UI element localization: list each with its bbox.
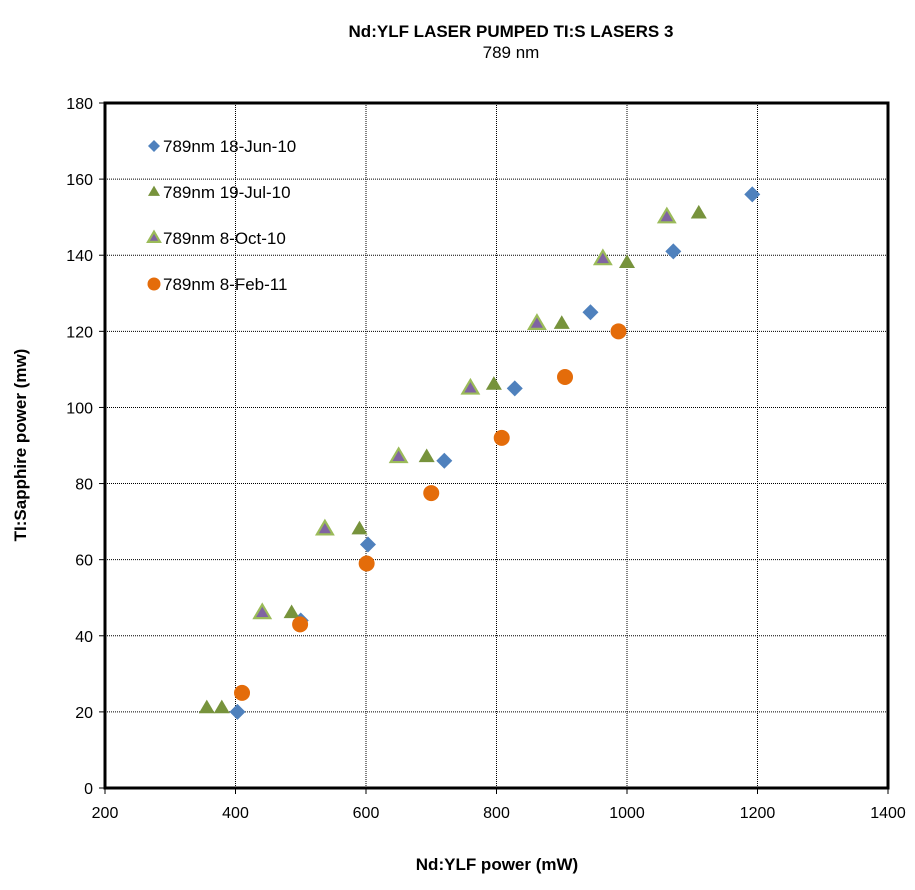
data-point [234, 684, 251, 701]
legend-marker [146, 229, 162, 243]
series-4 [234, 323, 627, 701]
data-point [388, 446, 409, 464]
y-tick-label: 60 [75, 553, 93, 570]
data-point [358, 555, 375, 572]
data-point [418, 448, 435, 463]
legend-label: 789nm 8-Oct-10 [163, 229, 286, 248]
legend-marker [148, 185, 160, 196]
data-point [553, 315, 570, 329]
data-point [690, 204, 707, 219]
data-point [351, 520, 368, 535]
series-1 [229, 186, 761, 720]
legend-label: 789nm 18-Jun-10 [163, 137, 296, 156]
data-point [656, 206, 677, 224]
data-point [229, 703, 246, 720]
y-tick-label: 80 [75, 477, 93, 494]
data-point [436, 452, 453, 469]
legend-label: 789nm 8-Feb-11 [163, 275, 287, 294]
data-point [582, 304, 599, 321]
data-point [423, 485, 440, 502]
plot-area-border [103, 101, 890, 790]
data-point [283, 604, 300, 619]
y-tick-label: 0 [84, 781, 93, 798]
data-point [493, 429, 510, 446]
x-tick-label: 1000 [609, 805, 645, 822]
x-tick-label: 800 [483, 805, 510, 822]
x-tick-label: 600 [353, 805, 380, 822]
data-points [198, 186, 761, 720]
data-point [744, 186, 761, 203]
series-3 [252, 206, 677, 620]
data-point [314, 518, 335, 536]
data-point [252, 602, 273, 620]
data-point [619, 254, 635, 269]
data-point [557, 369, 574, 385]
data-point [506, 380, 523, 397]
chart-subtitle: 789 nm [483, 43, 540, 62]
data-point [527, 313, 547, 330]
legend-label: 789nm 19-Jul-10 [163, 183, 291, 202]
legend: 789nm 18-Jun-10 789nm 19-Jul-10 789nm 8-Oc… [146, 137, 296, 294]
x-tick-label: 400 [222, 805, 249, 822]
data-point [292, 616, 309, 633]
series-2 [198, 204, 707, 714]
x-axis-label: Nd:YLF power (mW) [416, 855, 578, 874]
data-point [610, 323, 627, 340]
y-tick-label: 20 [75, 705, 93, 722]
data-point [665, 243, 682, 260]
y-axis-label: TI:Sapphire power (mw) [11, 349, 30, 542]
y-tick-label: 180 [66, 96, 93, 113]
data-point [592, 248, 613, 266]
y-tick-label: 160 [66, 172, 93, 189]
grid [105, 103, 888, 788]
x-tick-label: 1400 [870, 805, 906, 822]
y-tick-label: 120 [66, 324, 93, 341]
x-tick-label: 1200 [740, 805, 776, 822]
data-point [359, 536, 376, 553]
y-tick-label: 140 [66, 248, 93, 265]
y-tick-label: 40 [75, 629, 93, 646]
chart-title: Nd:YLF LASER PUMPED TI:S LASERS 3 [349, 22, 674, 41]
legend-marker [147, 277, 161, 291]
y-tick-label: 100 [66, 400, 93, 417]
data-point [460, 377, 481, 395]
x-tick-label: 200 [92, 805, 119, 822]
axes: 200 400 600 800 1000 1200 1400 0 20 40 60 80 100 120 1… [66, 96, 906, 822]
data-point [213, 699, 230, 714]
data-point [198, 699, 215, 714]
data-point [485, 376, 502, 390]
legend-marker [148, 140, 160, 152]
